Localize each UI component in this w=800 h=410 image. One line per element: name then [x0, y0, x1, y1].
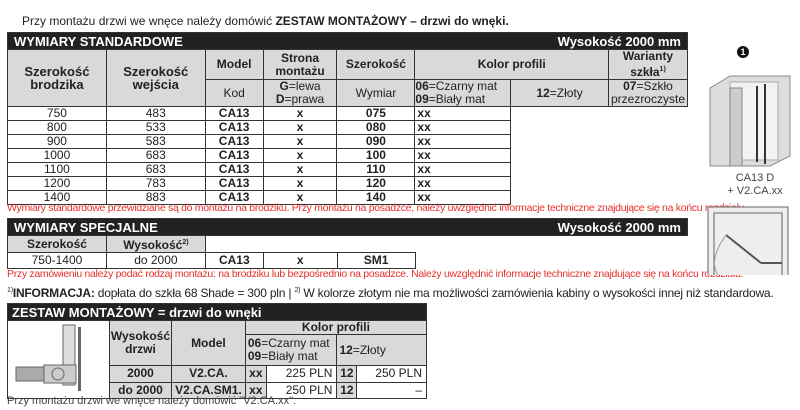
- cell: xx: [414, 148, 511, 163]
- cell: 1200: [7, 176, 107, 191]
- cell: x: [262, 134, 338, 149]
- zestaw-note: Przy montażu drzwi we wnęce należy domów…: [7, 395, 297, 407]
- header-strona: Strona montażu: [262, 49, 338, 80]
- cell: 883: [105, 190, 206, 205]
- cell: xx: [414, 190, 511, 205]
- cell: x: [262, 252, 338, 269]
- cell: CA13: [204, 134, 264, 149]
- mounting-kit-image: [7, 320, 110, 399]
- cell: x: [262, 120, 338, 135]
- cell: do 2000: [105, 252, 206, 269]
- standard-height: Wysokość 2000 mm: [557, 33, 681, 49]
- cell: x: [262, 148, 338, 163]
- special-table: WYMIARY SPECJALNE Wysokość 2000 mm Szerok…: [7, 218, 688, 269]
- cell: 1000: [7, 148, 107, 163]
- cell: xx: [414, 162, 511, 177]
- sub-kolor-06-09: 06=Czarny mat 09=Biały mat: [244, 334, 338, 367]
- cell: 800: [7, 120, 107, 135]
- cell: xx: [414, 120, 511, 135]
- figure-caption: CA13 D + V2.CA.xx: [727, 172, 783, 197]
- sub-kolor-06-09: 06=Czarny mat 09=Biały mat: [414, 79, 512, 107]
- header-szer-brodzika: Szerokość brodzika: [7, 49, 107, 107]
- special-note: Przy zamówieniu należy podać rodzaj mont…: [7, 268, 744, 280]
- cell: 090: [336, 134, 416, 149]
- figure-number-badge: 1: [737, 46, 749, 58]
- header-warianty: Warianty szkła1): [607, 49, 689, 80]
- sub-warianty: 07=Szkło przezroczyste: [607, 79, 689, 107]
- sub-strona: G=lewa D=prawa: [262, 79, 338, 107]
- cell: 583: [105, 134, 206, 149]
- cell: CA13: [204, 162, 264, 177]
- cell: xx: [414, 176, 511, 191]
- cell: 533: [105, 120, 206, 135]
- table-row: 1200 783 CA13 x 120 xx: [7, 176, 688, 191]
- table-row: 750 483 CA13 x 075 xx: [7, 106, 688, 121]
- table-row: 1000 683 CA13 x 100 xx: [7, 148, 688, 163]
- sub-kod: Kod: [204, 79, 264, 107]
- table-row: 2000 V2.CA. xx 225 PLN 12 250 PLN: [8, 365, 427, 383]
- cell: CA13: [204, 190, 264, 205]
- sub-kolor-12: 12=Złoty: [336, 334, 427, 367]
- cell: 1400: [7, 190, 107, 205]
- header-kolor: Kolor profili: [414, 49, 609, 80]
- cell: x: [262, 106, 338, 121]
- cell: xx: [414, 106, 511, 121]
- cell: 683: [105, 162, 206, 177]
- cell: SM1: [336, 252, 416, 269]
- cell: x: [262, 162, 338, 177]
- table-row: 800 533 CA13 x 080 xx: [7, 120, 688, 135]
- cell: 110: [336, 162, 416, 177]
- cell: 750: [7, 106, 107, 121]
- cell: 080: [336, 120, 416, 135]
- cell: 783: [105, 176, 206, 191]
- header-szer-wejscia: Szerokość wejścia: [105, 49, 206, 107]
- cell: 683: [105, 148, 206, 163]
- cell: 900: [7, 134, 107, 149]
- header-szerokosc: Szerokość: [336, 49, 416, 80]
- cell: 750-1400: [7, 252, 107, 269]
- special-title: WYMIARY SPECJALNE: [14, 219, 158, 235]
- zestaw-title: ZESTAW MONTAŻOWY = drzwi do wnęki: [7, 303, 427, 321]
- cell: 1100: [7, 162, 107, 177]
- table-row: do 2000 V2.CA.SM1. xx 250 PLN 12–: [8, 381, 427, 400]
- cell: 483: [105, 106, 206, 121]
- cell: CA13: [204, 252, 264, 269]
- cell: x: [262, 176, 338, 191]
- header-szerokosc: Szerokość: [7, 235, 107, 253]
- sub-kolor-12: 12=Złoty: [510, 79, 609, 107]
- cell: CA13: [204, 106, 264, 121]
- zestaw-table: ZESTAW MONTAŻOWY = drzwi do wnęki Wysoko…: [7, 303, 428, 400]
- cell: CA13: [204, 120, 264, 135]
- intro-note: Przy montażu drzwi we wnęce należy domów…: [22, 14, 509, 28]
- standard-title: WYMIARY STANDARDOWE: [14, 33, 183, 49]
- cell: CA13: [204, 176, 264, 191]
- cell: 100: [336, 148, 416, 163]
- table-row: 1100 683 CA13 x 110 xx: [7, 162, 688, 177]
- info-note: 1)INFORMACJA: dopłata do szkła 68 Shade …: [7, 286, 774, 300]
- cell: 140: [336, 190, 416, 205]
- table-row: 1400 883 CA13 x 140 xx: [7, 190, 688, 205]
- sub-wymiar: Wymiar: [336, 79, 416, 107]
- header-kolor: Kolor profili: [244, 319, 428, 336]
- cell: xx: [414, 134, 511, 149]
- cell: 075: [336, 106, 416, 121]
- table-row: 900 583 CA13 x 090 xx: [7, 134, 688, 149]
- shower-door-illustration: [709, 75, 791, 167]
- header-wysokosc: Wysokość2): [105, 235, 206, 253]
- special-height: Wysokość 2000 mm: [557, 219, 681, 235]
- header-wysokosc-drzwi: Wysokość drzwi: [108, 319, 172, 367]
- cell: CA13: [204, 148, 264, 163]
- header-model: Model: [204, 49, 264, 80]
- header-model: Model: [170, 319, 246, 367]
- standard-note: Wymiary standardowe przewidziane są do m…: [7, 202, 747, 214]
- standard-table: WYMIARY STANDARDOWE Wysokość 2000 mm Szer…: [7, 32, 689, 205]
- cell: 120: [336, 176, 416, 191]
- floor-plan-diagram: [707, 206, 789, 275]
